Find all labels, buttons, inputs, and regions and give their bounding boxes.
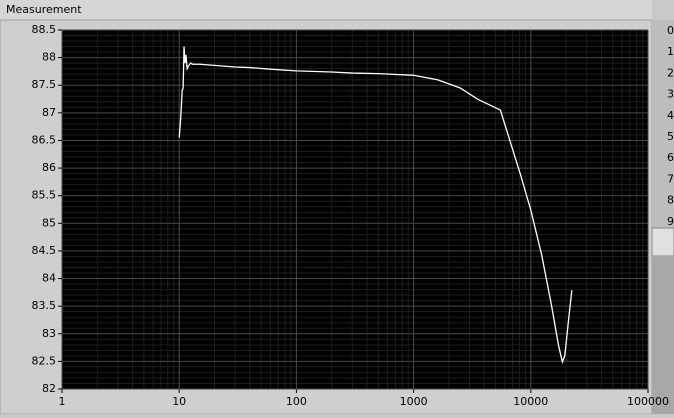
marks (178, 46, 573, 365)
y-tick-label: 85 (42, 216, 56, 229)
index-item: 0 (667, 24, 674, 37)
plot-area (62, 30, 648, 389)
index-item: 8 (667, 194, 674, 207)
x-tick-label: 100 (286, 395, 307, 408)
index-item: 2 (667, 66, 674, 79)
y-tick-label: 82 (42, 382, 56, 395)
y-tick-label: 88.5 (32, 23, 57, 36)
x-tick-label: 10 (172, 395, 186, 408)
index-item: 3 (667, 88, 674, 101)
y-tick-label: 86.5 (32, 133, 57, 146)
x-tick-label: 1000 (400, 395, 428, 408)
y-tick-label: 88 (42, 51, 56, 64)
index-item: 6 (667, 151, 674, 164)
y-tick-label: 85.5 (32, 189, 57, 202)
y-tick-label: 87 (42, 106, 56, 119)
x-tick-label: 10000 (513, 395, 548, 408)
index-item: 1 (667, 45, 674, 58)
y-tick-label: 83.5 (32, 299, 57, 312)
index-item: 4 (667, 109, 674, 122)
scroll-button[interactable] (651, 227, 674, 257)
index-item: 9 (667, 215, 674, 228)
window-title: Measurement (6, 3, 82, 16)
y-tick-label: 83 (42, 327, 56, 340)
grid (58, 29, 649, 393)
scroll-track[interactable] (652, 256, 674, 414)
index-item: 7 (667, 172, 674, 185)
y-tick-label: 84 (42, 272, 56, 285)
data-line (178, 46, 573, 365)
y-tick-label: 86 (42, 161, 56, 174)
x-tick-label: 1 (59, 395, 66, 408)
y-tick-label: 84.5 (32, 244, 57, 257)
index-item: 5 (667, 130, 674, 143)
y-tick-label: 87.5 (32, 78, 57, 91)
x-tick-label: 100000 (627, 395, 669, 408)
title-bar (0, 0, 652, 20)
y-tick-label: 82.5 (32, 354, 57, 367)
index-list: 0 1 2 3 4 5 6 7 8 9 (667, 24, 674, 228)
